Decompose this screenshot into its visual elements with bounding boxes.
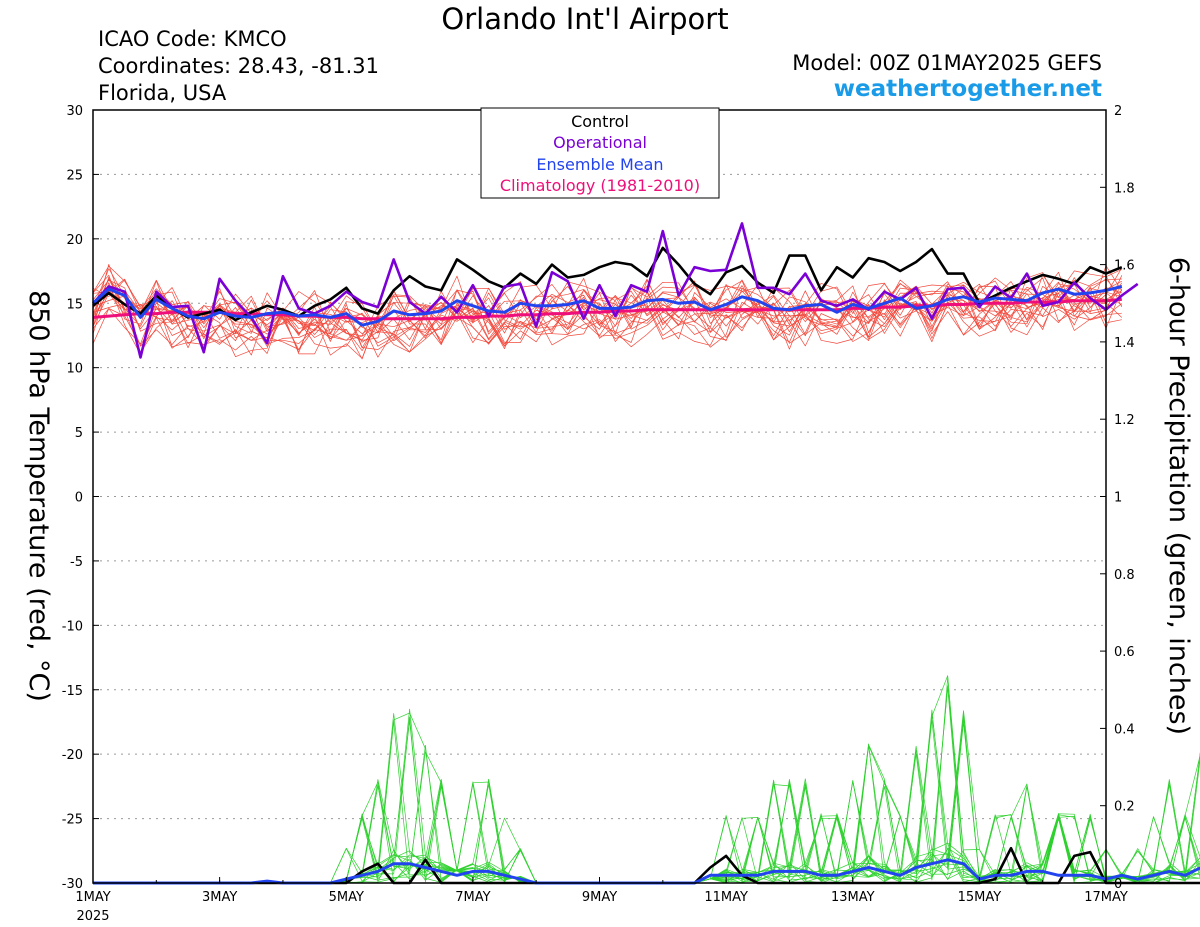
ensemble-member-precip bbox=[93, 744, 1200, 884]
ensemble-member-precip bbox=[93, 713, 1200, 884]
precipitation-members bbox=[93, 675, 1200, 884]
legend-ensemble-mean: Ensemble Mean bbox=[536, 155, 663, 174]
right-tick-label: 0.8 bbox=[1114, 568, 1135, 583]
control-line bbox=[92, 246, 1123, 322]
ensemble-member-precip bbox=[93, 685, 1200, 884]
right-tick-label: 0.6 bbox=[1114, 645, 1135, 660]
ensemble-member-precip bbox=[93, 722, 1200, 884]
right-axis-ticks: 2 1.8 1.6 1.4 1.2 1 0.8 0.6 0.4 0.2 0 bbox=[1100, 104, 1135, 892]
ensemble-member-precip bbox=[93, 744, 1200, 884]
ensemble-member-precip bbox=[93, 708, 1200, 884]
legend-control: Control bbox=[571, 112, 629, 131]
legend-box bbox=[480, 107, 720, 199]
legend-operational: Operational bbox=[553, 133, 647, 152]
chart-title: Orlando Int'l Airport bbox=[441, 2, 729, 36]
ensemble-member-precip bbox=[93, 687, 1200, 884]
x-axis-ticks: 1MAY 3MAY 5MAY 7MAY 9MAY 11MAY 13MAY 15MAY 17MAY bbox=[75, 877, 1128, 905]
x-tick-label: 5MAY bbox=[329, 890, 364, 905]
ensemble-member-precip bbox=[93, 744, 1200, 884]
x-tick-label: 1MAY bbox=[75, 890, 110, 905]
left-axis-ticks: 30 25 20 15 10 5 0 -5 -10 -15 -20 -25 -30 bbox=[62, 104, 99, 892]
legend: Control Operational Ensemble Mean Climat… bbox=[480, 107, 720, 199]
ensemble-member-precip bbox=[93, 745, 1200, 884]
right-tick-label: 0.2 bbox=[1114, 800, 1135, 815]
right-tick-label: 1.6 bbox=[1114, 259, 1135, 274]
right-tick-label: 0.4 bbox=[1114, 722, 1135, 737]
coordinates: Coordinates: 28.43, -81.31 bbox=[98, 54, 379, 78]
left-tick-label: 0 bbox=[75, 491, 83, 506]
x-tick-label: 15MAY bbox=[958, 890, 1002, 905]
right-tick-label: 1.4 bbox=[1114, 336, 1135, 351]
left-tick-label: -15 bbox=[62, 684, 83, 699]
left-tick-label: 30 bbox=[66, 104, 83, 119]
ensemble-member-temp bbox=[92, 279, 1122, 353]
ensemble-member-precip bbox=[93, 813, 1200, 884]
ensemble-member-precip bbox=[93, 781, 1200, 884]
left-axis-label: 850 hPa Temperature (red, °C) bbox=[23, 290, 54, 702]
left-tick-label: 5 bbox=[75, 426, 83, 441]
region: Florida, USA bbox=[98, 81, 227, 105]
ensemble-member-precip bbox=[93, 714, 1200, 884]
x-tick-label: 17MAY bbox=[1084, 890, 1128, 905]
site-link[interactable]: weathertogether.net bbox=[833, 76, 1102, 102]
left-tick-label: 25 bbox=[66, 168, 83, 183]
x-tick-label: 11MAY bbox=[704, 890, 748, 905]
ensemble-member-precip bbox=[93, 717, 1200, 884]
ensemble-member-temp bbox=[92, 283, 1123, 346]
left-tick-label: -30 bbox=[62, 877, 83, 892]
left-tick-label: 15 bbox=[66, 297, 83, 312]
x-tick-label: 3MAY bbox=[202, 890, 237, 905]
year-label: 2025 bbox=[76, 909, 109, 924]
right-axis-label: 6-hour Precipitation (green, inches) bbox=[1163, 257, 1194, 735]
left-tick-label: 20 bbox=[66, 233, 83, 248]
operational-line bbox=[92, 222, 1139, 359]
legend-climatology: Climatology (1981-2010) bbox=[500, 176, 700, 195]
right-tick-label: 1 bbox=[1114, 491, 1122, 506]
right-tick-label: 0 bbox=[1114, 877, 1122, 892]
ensemble-member-precip bbox=[93, 709, 1200, 884]
x-tick-label: 7MAY bbox=[455, 890, 490, 905]
precip-mean-line bbox=[93, 858, 1200, 885]
left-tick-label: -10 bbox=[62, 619, 83, 634]
right-tick-label: 1.8 bbox=[1114, 181, 1135, 196]
ensemble-member-precip bbox=[93, 713, 1200, 884]
x-tick-label: 13MAY bbox=[831, 890, 875, 905]
left-tick-label: -25 bbox=[62, 813, 83, 828]
gridlines bbox=[93, 173, 1106, 820]
right-tick-label: 1.2 bbox=[1114, 413, 1135, 428]
left-tick-label: 10 bbox=[66, 362, 83, 377]
ensemble-member-precip bbox=[93, 716, 1200, 884]
ensemble-member-precip bbox=[93, 720, 1200, 884]
left-tick-label: -5 bbox=[70, 555, 83, 570]
ensemble-member-precip bbox=[93, 675, 1200, 884]
ensemble-member-temp bbox=[92, 271, 1123, 354]
right-tick-label: 2 bbox=[1114, 104, 1122, 119]
left-tick-label: -20 bbox=[62, 748, 83, 763]
ensemble-mean-line bbox=[91, 285, 1123, 327]
icao-code: ICAO Code: KMCO bbox=[98, 27, 287, 51]
ensemble-member-precip bbox=[93, 712, 1200, 884]
ensemble-member-precip bbox=[93, 676, 1200, 884]
model-run: Model: 00Z 01MAY2025 GEFS bbox=[792, 51, 1102, 75]
x-tick-label: 9MAY bbox=[582, 890, 617, 905]
